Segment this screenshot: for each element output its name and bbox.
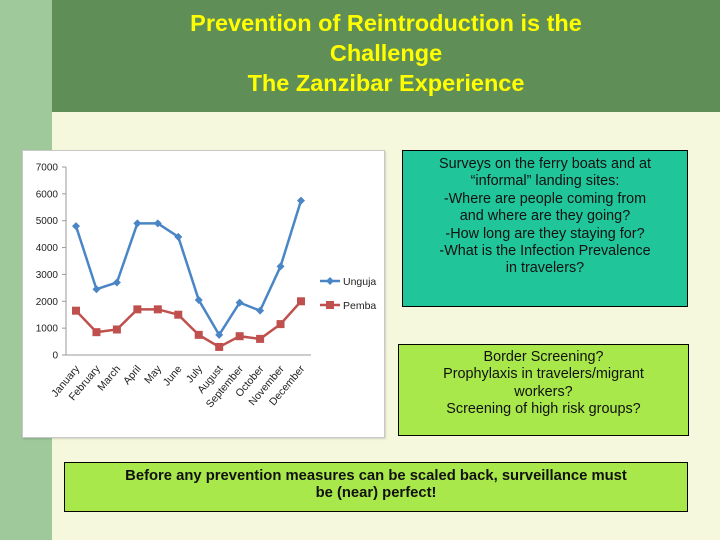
line-chart: 01000200030004000500060007000JanuaryFebr… (36, 163, 377, 411)
data-point-unguja (153, 219, 162, 228)
data-point-unguja (276, 262, 285, 271)
y-tick-label: 0 (52, 351, 58, 362)
data-point-pemba (297, 297, 305, 306)
y-tick-label: 6000 (36, 189, 59, 200)
data-point-unguja (112, 278, 121, 287)
conclusion-line: Before any prevention measures can be sc… (125, 468, 627, 484)
title-line: The Zanzibar Experience (247, 70, 525, 96)
screening-line: Prophylaxis in travelers/migrant (443, 366, 644, 383)
survey-line: Surveys on the ferry boats and at (439, 156, 651, 172)
data-point-unguja (256, 306, 265, 315)
survey-line: -Where are people coming from (443, 190, 647, 207)
x-tick-label: April (121, 363, 144, 387)
x-tick-label: March (95, 363, 123, 393)
chart-panel: 0 1000 2000 3000 4000 5000 6000 7000 January Febr… (22, 150, 385, 438)
data-point-pemba (256, 334, 265, 343)
screening-line: Border Screening? (483, 349, 604, 365)
data-point-pemba (133, 305, 142, 314)
data-point-pemba (194, 330, 203, 339)
series-line-pemba (75, 300, 302, 349)
survey-line: “informal” landing sites: (470, 173, 620, 190)
y-tick-label: 7000 (36, 163, 59, 174)
y-tick-label: 1000 (36, 324, 59, 335)
conclusion-textbox: Before any prevention measures can be sc… (64, 462, 688, 512)
header-bar (52, 0, 720, 112)
x-tick-label: June (161, 363, 185, 388)
data-point-pemba (72, 306, 80, 315)
data-point-unguja (92, 285, 101, 294)
slide-title: Prevention of Reintroduction is the Chal… (52, 8, 720, 98)
y-tick-label: 2000 (36, 297, 59, 308)
data-point-unguja (194, 295, 203, 304)
survey-line: in travelers? (505, 260, 585, 277)
series-line-unguja (74, 200, 303, 338)
data-point-pemba (112, 325, 121, 334)
screening-textbox: Border Screening? Prophylaxis in travele… (398, 344, 689, 436)
data-point-pemba (276, 320, 285, 329)
screening-line: workers? (514, 383, 573, 400)
legend-marker-pemba (326, 301, 334, 309)
data-point-unguja (72, 222, 80, 231)
survey-textbox: Surveys on the ferry boats and at “infor… (402, 150, 688, 307)
legend-marker-unguja (326, 277, 334, 285)
data-point-pemba (235, 332, 244, 341)
y-tick-label: 3000 (36, 270, 59, 281)
data-point-unguja (297, 196, 305, 205)
title-line: Prevention of Reintroduction is the (190, 10, 582, 36)
data-point-pemba (215, 342, 224, 351)
conclusion-line: be (near) perfect! (315, 485, 437, 502)
data-point-pemba (174, 310, 183, 319)
title-line: Challenge (329, 40, 443, 66)
y-tick-label: 5000 (36, 216, 59, 227)
survey-line: -How long are they staying for? (445, 225, 645, 242)
data-point-unguja (174, 232, 183, 241)
x-tick-label: May (142, 363, 164, 386)
y-tick-label: 4000 (36, 243, 59, 254)
legend-label-unguja: Unguja (343, 276, 376, 288)
legend-label-pemba: Pemba (343, 300, 376, 312)
survey-line: and where are they going? (459, 208, 631, 225)
data-point-unguja (215, 330, 224, 339)
screening-line: Screening of high risk groups? (446, 401, 641, 418)
data-point-unguja (235, 298, 244, 307)
survey-line: -What is the Infection Prevalence (439, 243, 651, 260)
data-point-pemba (92, 328, 101, 337)
data-point-unguja (133, 219, 142, 228)
data-point-pemba (153, 305, 162, 314)
